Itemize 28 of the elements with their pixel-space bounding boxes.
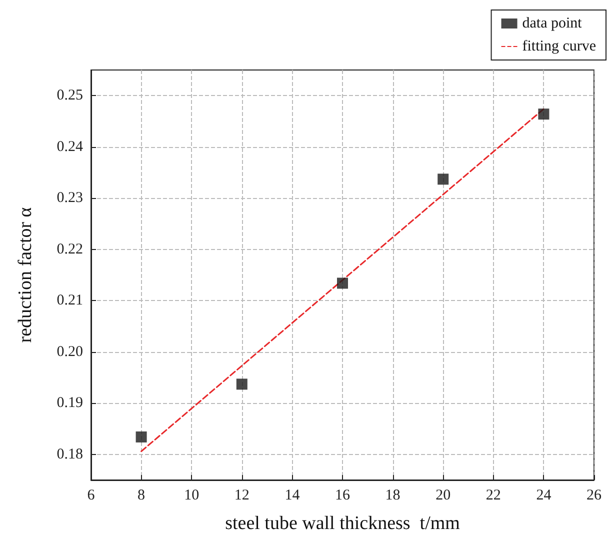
x-tick-label: 6	[87, 488, 96, 504]
y-tick-label: 0.22	[56, 241, 83, 258]
x-axis-title: steel tube wall thickness t/mm	[225, 513, 460, 534]
x-tick-label: 26	[586, 488, 602, 504]
point	[538, 108, 550, 120]
point	[438, 174, 449, 185]
legend-label: data point	[522, 16, 583, 32]
x-tick-label: 18	[385, 488, 400, 504]
y-axis-title: reduction factor α	[15, 207, 36, 343]
legend-label: fitting curve	[522, 38, 596, 54]
y-tick-label: 0.23	[56, 190, 83, 206]
y-tick-label: 0.19	[56, 395, 83, 412]
x-tick-label: 14	[284, 488, 300, 504]
y-tick-label: 0.21	[56, 292, 83, 309]
point	[136, 431, 147, 442]
x-tick-label: 24	[536, 488, 552, 504]
y-tick-label: 0.20	[56, 344, 83, 360]
x-tick-label: 22	[486, 488, 501, 504]
y-tick-label: 0.18	[56, 446, 83, 462]
x-tick-label: 8	[138, 488, 146, 504]
x-tick-label: 12	[234, 488, 250, 504]
y-tick-label: 0.25	[56, 88, 83, 104]
x-tick-label: 10	[184, 488, 200, 504]
x-tick-label: 16	[335, 488, 350, 504]
x-tick-label: 20	[436, 488, 451, 504]
y-tick-label: 0.24	[56, 138, 84, 155]
point	[337, 278, 348, 289]
point	[236, 378, 248, 390]
